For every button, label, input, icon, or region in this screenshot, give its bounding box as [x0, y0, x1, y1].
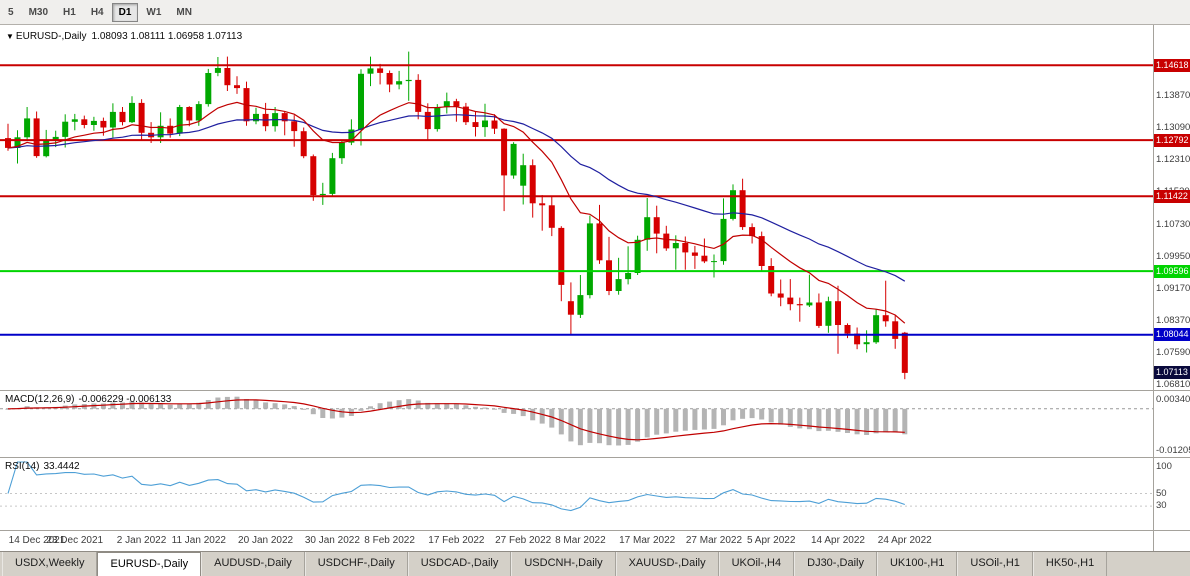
timeframe-button-w1[interactable]: W1: [139, 3, 168, 22]
date-axis-label: 8 Mar 2022: [555, 535, 606, 546]
rsi-label: RSI(14) 33.4442: [5, 461, 80, 472]
price-axis-label: 1.12310: [1156, 153, 1190, 165]
date-axis-label: 14 Apr 2022: [811, 535, 865, 546]
date-axis-label: 23 Dec 2021: [46, 535, 104, 546]
tab-usdcnh-daily[interactable]: USDCNH-,Daily: [511, 552, 616, 576]
candlestick-chart[interactable]: [0, 25, 1153, 391]
date-axis-label: 20 Jan 2022: [238, 535, 294, 546]
panel-separator[interactable]: [0, 457, 1190, 458]
date-axis-label: 11 Jan 2022: [171, 535, 226, 546]
date-axis-label: 27 Feb 2022: [495, 535, 552, 546]
price-axis-label: 1.09170: [1156, 282, 1190, 294]
date-axis-label: 27 Mar 2022: [685, 535, 743, 546]
rsi-axis-label: 50: [1156, 487, 1167, 499]
date-axis-label: 8 Feb 2022: [364, 535, 415, 546]
date-axis-label: 14 Dec 2021: [8, 535, 66, 546]
hline-price-badge: 1.12792: [1154, 133, 1190, 147]
date-axis-label: 5 Apr 2022: [747, 535, 796, 546]
macd-values: -0.006229 -0.006133: [78, 394, 172, 405]
macd-label: MACD(12,26,9) -0.006229 -0.006133: [5, 394, 171, 405]
rsi-title: RSI(14): [5, 461, 40, 472]
panel-separator: [0, 530, 1190, 531]
price-axis-label: 1.08370: [1156, 315, 1190, 327]
macd-axis-label: 0.00340: [1156, 394, 1190, 405]
price-axis-label: 1.07590: [1156, 347, 1190, 359]
price-axis[interactable]: 1.138701.130901.123101.115301.107301.099…: [1153, 25, 1190, 551]
tab-ukoil-h4[interactable]: UKOil-,H4: [718, 552, 795, 576]
tab-usdcad-daily[interactable]: USDCAD-,Daily: [407, 552, 512, 576]
tab-xauusd-daily[interactable]: XAUUSD-,Daily: [615, 552, 719, 576]
macd-title: MACD(12,26,9): [5, 394, 75, 405]
price-axis-label: 1.06810: [1156, 379, 1190, 391]
panel-separator[interactable]: [0, 390, 1190, 391]
date-axis-label: 2 Jan 2022: [116, 535, 167, 546]
date-axis-label: 17 Feb 2022: [428, 535, 485, 546]
current-price-badge: 1.07113: [1154, 366, 1190, 380]
chart-symbol-label: EURUSD-,Daily: [15, 31, 87, 42]
tab-hk50-h1[interactable]: HK50-,H1: [1032, 552, 1108, 576]
rsi-value: 33.4442: [43, 461, 80, 472]
macd-panel-chart[interactable]: [0, 391, 1153, 458]
tab-usdchf-daily[interactable]: USDCHF-,Daily: [304, 552, 408, 576]
price-axis-label: 1.13870: [1156, 89, 1190, 101]
date-axis-label: 30 Jan 2022: [304, 535, 360, 546]
timeframe-button-h4[interactable]: H4: [84, 3, 111, 22]
date-axis-label: 24 Apr 2022: [877, 535, 932, 546]
hline-price-badge: 1.11422: [1154, 189, 1190, 203]
timeframe-button-5[interactable]: 5: [1, 3, 21, 22]
timeframe-button-h1[interactable]: H1: [56, 3, 83, 22]
tab-usdx-weekly[interactable]: USDX,Weekly: [2, 552, 98, 576]
tab-usoil-h1[interactable]: USOil-,H1: [957, 552, 1033, 576]
chart-ohlc-values: 1.08093 1.08111 1.06958 1.07113: [91, 31, 243, 42]
hline-price-badge: 1.09596: [1154, 264, 1190, 278]
rsi-axis-label: 100: [1156, 461, 1172, 472]
chart-tab-bar: USDX,Weekly EURUSD-,Daily AUDUSD-,Daily USD…: [0, 551, 1190, 576]
timeframe-button-mn[interactable]: MN: [169, 3, 199, 22]
tab-audusd-daily[interactable]: AUDUSD-,Daily: [201, 552, 305, 576]
rsi-panel-chart[interactable]: [0, 458, 1153, 531]
macd-axis-label: -0.01205: [1156, 444, 1190, 456]
hline-price-badge: 1.08044: [1154, 328, 1190, 342]
chart-header: ▼ EURUSD-,Daily 1.08093 1.08111 1.06958 1.…: [6, 31, 242, 42]
hline-price-badge: 1.14618: [1154, 58, 1190, 72]
timeframe-button-m30[interactable]: M30: [22, 3, 55, 22]
price-axis-label: 1.09950: [1156, 250, 1190, 262]
timeframe-button-d1[interactable]: D1: [111, 2, 139, 22]
rsi-axis-label: 30: [1156, 500, 1167, 512]
date-axis[interactable]: 14 Dec 2021 23 Dec 2021 2 Jan 2022 11 Jan 2…: [0, 531, 1153, 551]
symbol-dropdown-icon[interactable]: ▼: [6, 32, 14, 41]
price-axis-label: 1.13090: [1156, 121, 1190, 133]
date-axis-label: 17 Mar 2022: [619, 535, 676, 546]
tab-dj30-daily[interactable]: DJ30-,Daily: [794, 552, 877, 576]
timeframe-toolbar: 5 M30 H1 H4 D1 W1 MN: [0, 0, 1190, 25]
tab-uk100-h1[interactable]: UK100-,H1: [876, 552, 958, 576]
price-axis-label: 1.10730: [1156, 218, 1190, 230]
tab-eurusd-daily[interactable]: EURUSD-,Daily: [97, 552, 202, 576]
